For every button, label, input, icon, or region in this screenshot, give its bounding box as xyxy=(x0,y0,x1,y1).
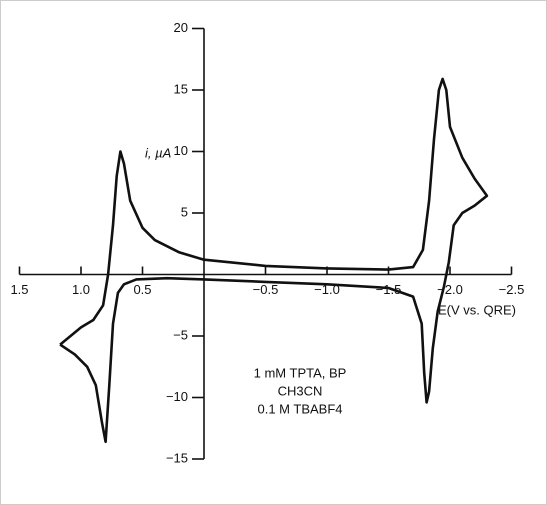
x-tick-label: −2.5 xyxy=(499,282,525,297)
y-axis-label: i, µA xyxy=(145,145,171,160)
y-tick-label: −5 xyxy=(173,327,188,342)
y-tick-label: −10 xyxy=(166,389,188,404)
y-tick-label: −15 xyxy=(166,450,188,465)
x-tick-label: −0.5 xyxy=(253,282,279,297)
x-axis-label: E(V vs. QRE) xyxy=(438,302,516,317)
x-tick-label: 1.0 xyxy=(72,282,90,297)
y-tick-label: 10 xyxy=(174,143,188,158)
annotation: 0.1 M TBABF4 xyxy=(257,401,342,416)
cv-curve xyxy=(59,77,489,444)
x-tick-label: −1.5 xyxy=(376,282,402,297)
x-tick-label: 0.5 xyxy=(133,282,151,297)
y-tick-label: 5 xyxy=(181,204,188,219)
y-tick-label: 15 xyxy=(174,81,188,96)
y-tick-label: 20 xyxy=(174,20,188,35)
x-tick-label: 1.5 xyxy=(10,282,28,297)
annotation: CH3CN xyxy=(278,383,323,398)
annotation: 1 mM TPTA, BP xyxy=(254,365,347,380)
